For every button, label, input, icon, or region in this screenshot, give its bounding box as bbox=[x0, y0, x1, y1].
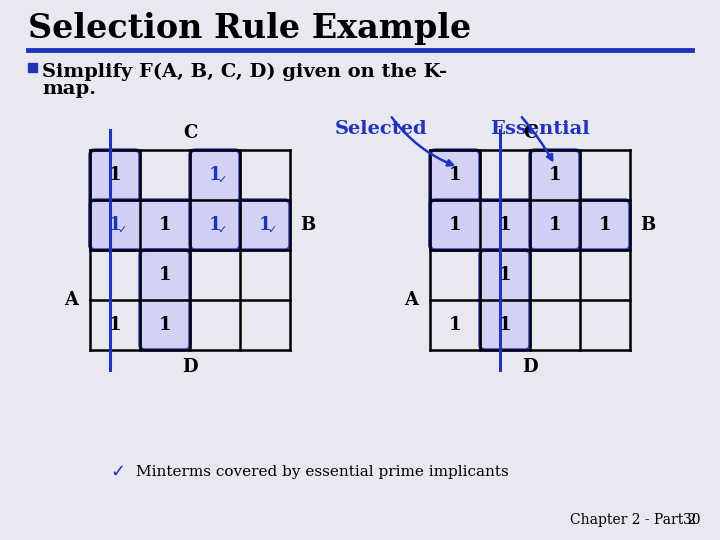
Text: Selection Rule Example: Selection Rule Example bbox=[28, 12, 472, 45]
Text: Minterms covered by essential prime implicants: Minterms covered by essential prime impl… bbox=[136, 465, 509, 479]
Text: 1: 1 bbox=[499, 216, 511, 234]
FancyBboxPatch shape bbox=[480, 250, 530, 350]
FancyBboxPatch shape bbox=[90, 150, 140, 250]
Text: D: D bbox=[522, 358, 538, 376]
FancyBboxPatch shape bbox=[430, 150, 480, 250]
Text: A: A bbox=[64, 291, 78, 309]
Text: 1: 1 bbox=[158, 216, 171, 234]
Text: 1: 1 bbox=[499, 316, 511, 334]
Text: D: D bbox=[182, 358, 198, 376]
Text: 1: 1 bbox=[549, 166, 562, 184]
Text: A: A bbox=[404, 291, 418, 309]
Text: B: B bbox=[300, 216, 315, 234]
FancyBboxPatch shape bbox=[140, 250, 190, 350]
Text: 1: 1 bbox=[158, 266, 171, 284]
Text: 1: 1 bbox=[449, 316, 462, 334]
Text: ✓: ✓ bbox=[267, 225, 276, 235]
Text: 1: 1 bbox=[258, 216, 271, 234]
Text: 30: 30 bbox=[683, 513, 700, 527]
Text: B: B bbox=[640, 216, 655, 234]
Text: 1: 1 bbox=[499, 266, 511, 284]
Text: Simplify F(A, B, C, D) given on the K-: Simplify F(A, B, C, D) given on the K- bbox=[42, 63, 447, 81]
Text: map.: map. bbox=[42, 80, 96, 98]
Text: 1: 1 bbox=[109, 216, 121, 234]
Text: ✓: ✓ bbox=[217, 175, 227, 185]
Text: 1: 1 bbox=[209, 216, 221, 234]
Text: 1: 1 bbox=[209, 166, 221, 184]
Text: Selected: Selected bbox=[335, 120, 428, 138]
Text: 1: 1 bbox=[449, 216, 462, 234]
FancyBboxPatch shape bbox=[190, 150, 240, 250]
Text: Chapter 2 - Part 2: Chapter 2 - Part 2 bbox=[570, 513, 696, 527]
Text: C: C bbox=[183, 124, 197, 142]
Text: 1: 1 bbox=[449, 166, 462, 184]
Text: ✓: ✓ bbox=[217, 225, 227, 235]
Text: Essential: Essential bbox=[490, 120, 590, 138]
Text: ✓: ✓ bbox=[110, 463, 125, 481]
Bar bbox=[28, 63, 37, 72]
Text: 1: 1 bbox=[109, 166, 121, 184]
Text: 1: 1 bbox=[109, 316, 121, 334]
FancyBboxPatch shape bbox=[430, 200, 630, 250]
Text: 1: 1 bbox=[158, 316, 171, 334]
Text: 1: 1 bbox=[549, 216, 562, 234]
Text: C: C bbox=[523, 124, 537, 142]
FancyBboxPatch shape bbox=[530, 150, 580, 250]
FancyBboxPatch shape bbox=[90, 200, 290, 250]
Text: ✓: ✓ bbox=[117, 225, 127, 235]
Text: 1: 1 bbox=[599, 216, 611, 234]
